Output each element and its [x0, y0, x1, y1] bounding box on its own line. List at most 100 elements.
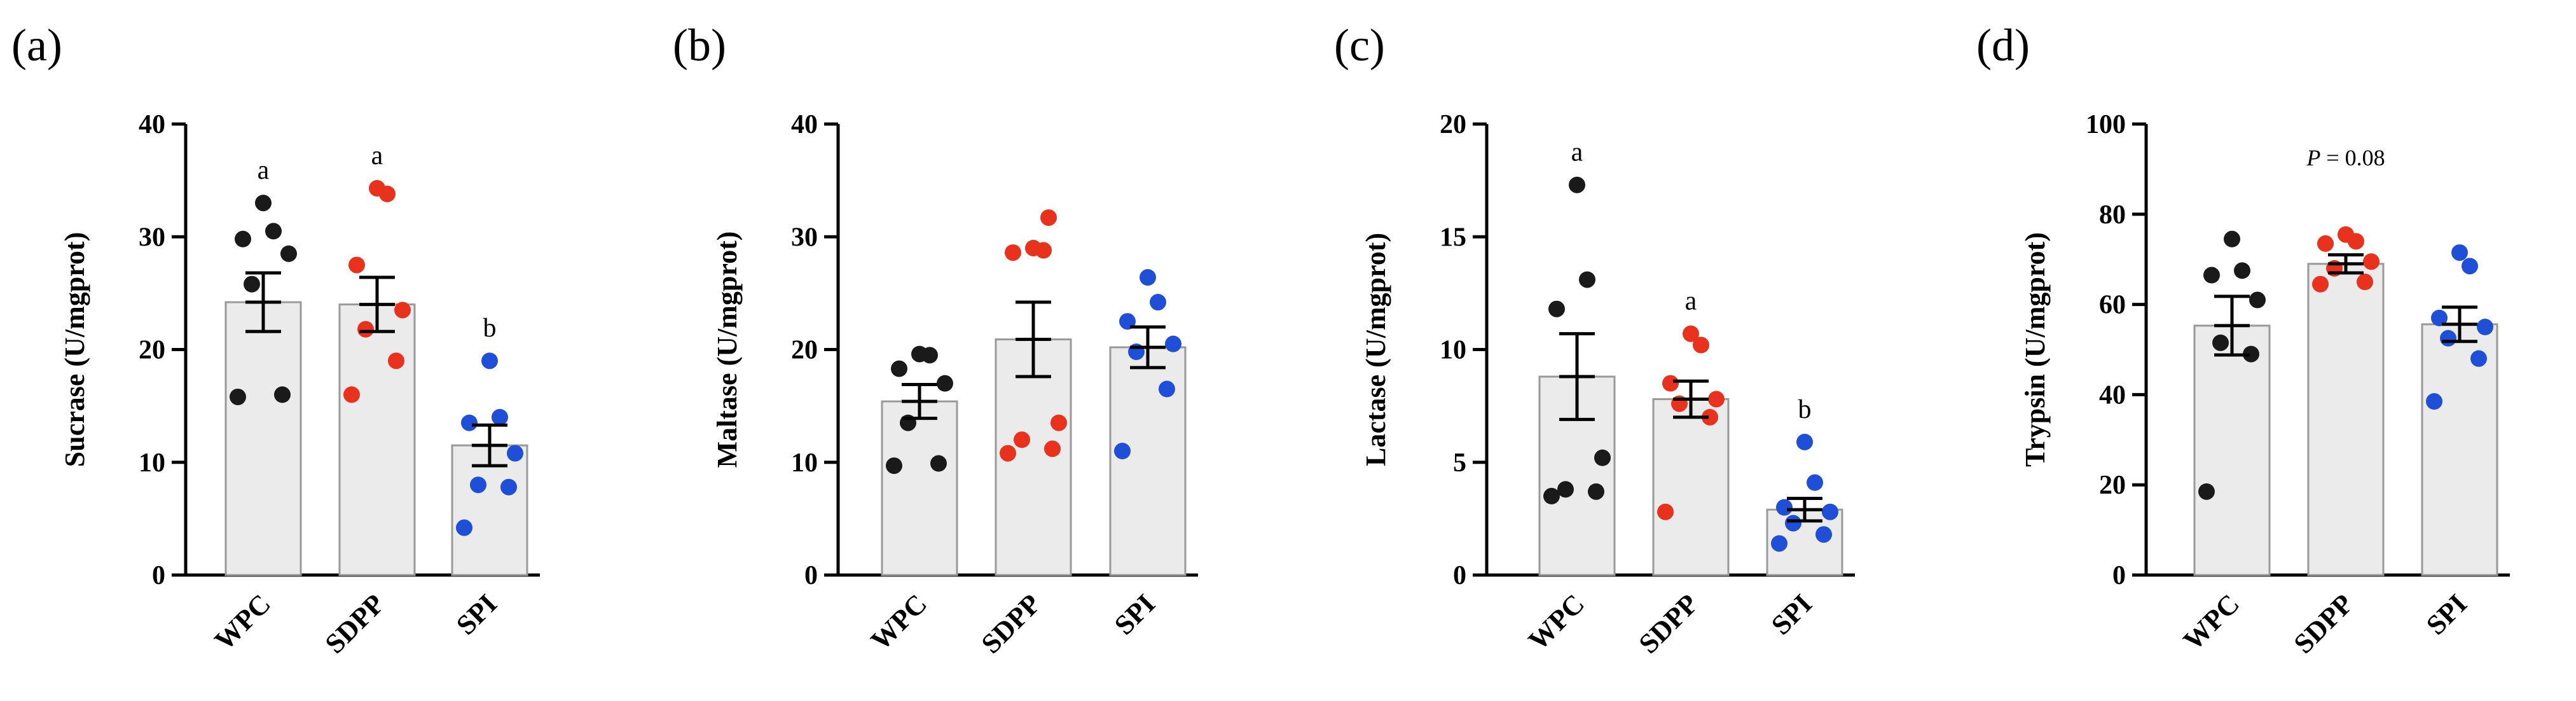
x-category-label: SDPP — [2288, 588, 2359, 659]
data-point-sdpp — [1040, 209, 1057, 226]
data-point-spi — [500, 478, 517, 496]
y-tick-label: 100 — [2086, 110, 2126, 139]
data-point-wpc — [1543, 487, 1560, 504]
y-tick-label: 10 — [791, 448, 818, 478]
data-point-spi — [470, 476, 486, 494]
data-point-wpc — [2198, 483, 2215, 500]
data-point-sdpp — [388, 352, 404, 370]
data-point-spi — [456, 519, 472, 536]
bar-wpc — [881, 400, 958, 576]
y-tick-label: 30 — [791, 223, 818, 252]
data-point-sdpp — [1662, 375, 1679, 392]
panel-label: (a) — [11, 20, 62, 71]
y-axis-label: Lactase (U/mgprot) — [1360, 233, 1391, 466]
y-tick-label: 60 — [2099, 291, 2126, 320]
y-axis-label: Maltase (U/mgprot) — [712, 232, 743, 468]
x-category-label: SDPP — [319, 588, 390, 659]
x-category-label: WPC — [209, 588, 277, 656]
data-point-spi — [1796, 433, 1813, 450]
data-point-sdpp — [2312, 275, 2329, 293]
data-point-spi — [1165, 335, 1181, 352]
y-tick-label: 0 — [1453, 561, 1466, 590]
data-point-sdpp — [394, 302, 411, 319]
x-category-label: SPI — [450, 588, 503, 641]
data-point-spi — [2451, 244, 2468, 261]
bar-wpc — [2193, 324, 2271, 576]
data-point-wpc — [2224, 230, 2240, 247]
y-tick-label: 20 — [2099, 471, 2126, 500]
bar-sdpp — [2307, 263, 2385, 576]
data-point-wpc — [235, 230, 251, 247]
data-point-wpc — [930, 455, 947, 472]
y-tick-label: 40 — [2099, 380, 2126, 410]
data-point-sdpp — [2338, 226, 2354, 243]
y-tick-label: 40 — [791, 110, 818, 139]
data-point-sdpp — [1000, 445, 1016, 462]
chart-panel-c: (c) Lactase (U/mgprot) 0 5 10 15 20 a WPC a SDPP b S… — [1334, 20, 1855, 660]
data-point-sdpp — [369, 180, 385, 197]
data-point-sdpp — [1693, 337, 1709, 354]
significance-letter: a — [1685, 287, 1697, 316]
panel-label: (d) — [1976, 20, 2030, 71]
data-point-sdpp — [1014, 431, 1030, 448]
data-point-wpc — [891, 360, 907, 377]
data-point-spi — [1150, 294, 1166, 311]
data-point-wpc — [280, 245, 297, 262]
y-axis-label: Trypsin (U/mgprot) — [2020, 232, 2051, 467]
data-point-wpc — [1579, 271, 1595, 288]
significance-letter: a — [258, 156, 270, 185]
data-point-spi — [2431, 309, 2448, 326]
data-point-sdpp — [348, 256, 365, 274]
y-axis-label: Sucrase (U/mgprot) — [59, 232, 90, 467]
data-point-sdpp — [2363, 253, 2380, 270]
data-point-sdpp — [2357, 274, 2373, 291]
data-point-sdpp — [1702, 408, 1718, 426]
y-tick-label: 80 — [2099, 200, 2126, 230]
data-point-spi — [507, 445, 523, 462]
chart-panel-a: (a) Sucrase (U/mgprot) 0 10 20 30 40 a WPC a SDPP b… — [11, 20, 540, 660]
data-point-wpc — [244, 275, 260, 293]
y-tick-label: 20 — [139, 336, 165, 365]
data-point-wpc — [2212, 334, 2229, 351]
y-tick-label: 10 — [139, 448, 165, 478]
y-tick-label: 20 — [1440, 110, 1466, 139]
y-tick-label: 5 — [1453, 448, 1466, 478]
y-tick-label: 20 — [791, 336, 818, 365]
data-point-spi — [2477, 319, 2493, 336]
y-tick-label: 30 — [139, 223, 165, 252]
significance-letter: a — [371, 141, 383, 170]
data-point-spi — [1140, 269, 1156, 286]
data-point-wpc — [1557, 481, 1574, 498]
data-point-wpc — [2243, 345, 2259, 363]
data-point-spi — [1822, 503, 1838, 520]
bar-sdpp — [1652, 398, 1730, 576]
data-point-wpc — [2203, 267, 2220, 284]
panel-label: (b) — [673, 20, 726, 71]
y-tick-label: 15 — [1440, 223, 1466, 252]
data-point-wpc — [2249, 291, 2266, 309]
data-point-sdpp — [1050, 414, 1067, 431]
p-value-label: P = 0.08 — [2306, 145, 2385, 170]
data-point-wpc — [2234, 262, 2250, 279]
y-tick-label: 0 — [152, 561, 165, 590]
data-point-spi — [1159, 380, 1175, 398]
data-point-spi — [492, 408, 508, 426]
chart-panel-d: (d) Trypsin (U/mgprot) 0 20 40 60 80 100 WPC SDPP… — [1976, 20, 2510, 660]
data-point-spi — [1785, 515, 1801, 532]
x-category-label: SPI — [1765, 588, 1818, 641]
data-point-wpc — [265, 223, 282, 240]
y-tick-label: 0 — [804, 561, 818, 590]
data-point-wpc — [1594, 449, 1611, 466]
bar-spi — [1109, 346, 1187, 576]
data-point-wpc — [886, 457, 902, 475]
data-point-wpc — [1588, 483, 1604, 500]
data-point-spi — [2462, 258, 2478, 275]
data-point-spi — [2440, 330, 2456, 347]
significance-letter: b — [1798, 395, 1812, 424]
data-point-spi — [1807, 474, 1823, 491]
bar-spi — [2421, 323, 2498, 576]
p-value: = 0.08 — [2320, 145, 2385, 170]
x-category-label: WPC — [1522, 588, 1590, 656]
y-tick-label: 10 — [1440, 336, 1466, 365]
